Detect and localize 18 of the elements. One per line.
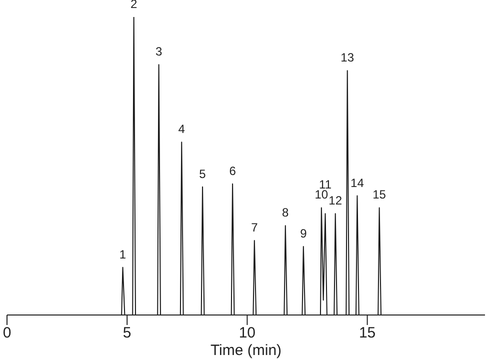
annotation: 4 [178,122,186,136]
x-tick-label: 10 [238,324,256,342]
annotation: 6 [229,164,236,178]
x-tick-label: 5 [122,324,132,342]
annotation: 15 [372,188,386,202]
annotation: 7 [251,220,258,234]
annotation: 9 [300,226,308,240]
annotation: 3 [155,44,162,59]
annotation: 8 [282,206,290,220]
annotation: 13 [340,50,354,65]
x-axis-title: Time (min) [210,342,282,359]
annotation: 5 [199,166,206,181]
annotation: 10 [314,188,328,202]
x-tick-label: 0 [2,324,12,342]
annotation: 1 [119,247,126,262]
annotation: 14 [350,176,364,190]
annotation: 12 [328,194,342,208]
x-tick-label: 15 [358,324,376,342]
